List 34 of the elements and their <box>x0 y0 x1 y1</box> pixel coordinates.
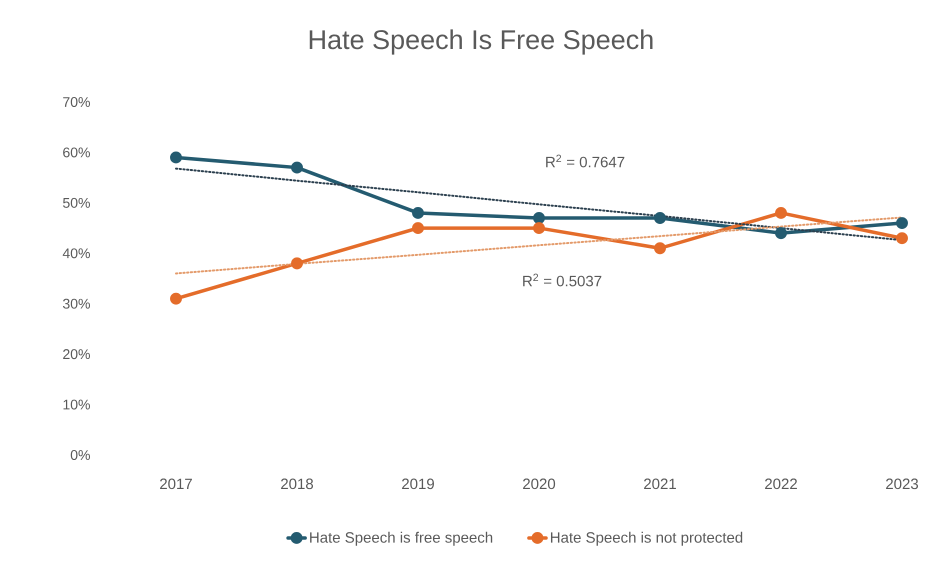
point <box>775 227 787 240</box>
point <box>775 207 787 219</box>
y-tick-label: 10% <box>64 400 90 410</box>
y-tick-label: 40% <box>62 248 90 258</box>
x-tick-label: 2019 <box>402 478 434 490</box>
point <box>412 207 424 219</box>
point <box>170 152 182 164</box>
legend-label: Hate Speech is not protected <box>550 532 742 546</box>
x-tick-label: 2022 <box>765 478 797 490</box>
y-tick-label: 50% <box>63 198 90 208</box>
y-tick-label: 30% <box>62 298 90 309</box>
y-tick-label: 70% <box>63 97 90 107</box>
y-tick-label: 20% <box>63 349 90 360</box>
x-tick-label: 2021 <box>644 478 676 490</box>
point <box>291 162 303 174</box>
point <box>654 242 666 254</box>
point <box>896 217 908 229</box>
annotation: R$^{2}$ = 0.5037 <box>523 274 602 286</box>
chart-title: Hate Speech Is Free Speech <box>310 29 652 55</box>
point <box>291 257 303 270</box>
point <box>533 212 545 224</box>
x-tick-label: 2017 <box>160 478 192 490</box>
point <box>533 222 545 234</box>
x-tick-label: 2020 <box>523 478 556 490</box>
point <box>654 212 666 224</box>
annotation: R$^{2}$ = 0.7647 <box>546 154 624 168</box>
y-tick-label: 60% <box>63 147 90 158</box>
x-tick-label: 2023 <box>886 478 918 490</box>
point <box>896 232 908 244</box>
y-tick-label: 0% <box>70 450 90 460</box>
x-tick-label: 2018 <box>281 478 314 490</box>
point <box>412 222 424 234</box>
point <box>170 292 182 305</box>
legend-label: Hate Speech is free speech <box>310 532 492 546</box>
